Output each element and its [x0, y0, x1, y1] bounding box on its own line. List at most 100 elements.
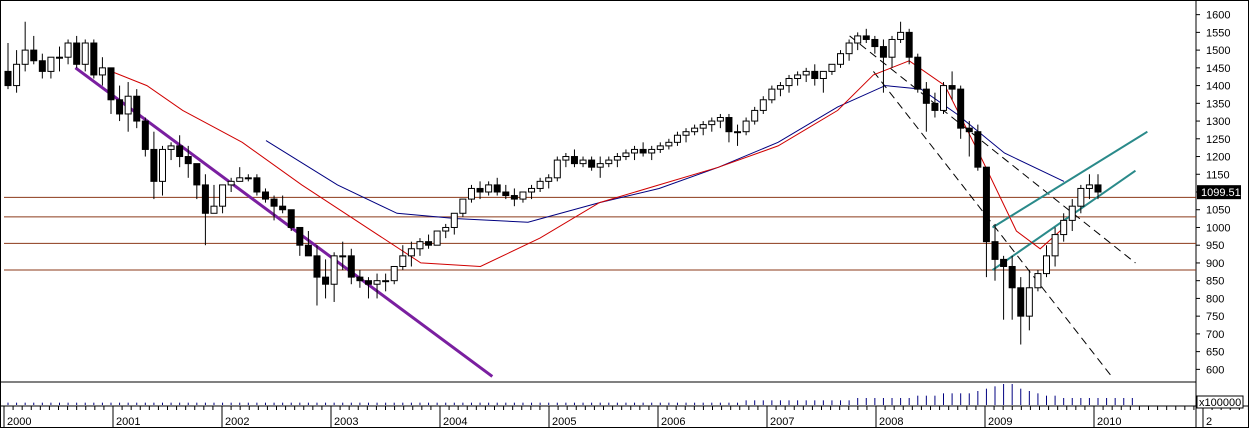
candle-body [64, 42, 72, 58]
candle-body [1034, 273, 1042, 289]
y-tick-label: 1050 [1206, 205, 1230, 217]
candle-body [407, 248, 415, 257]
x-tick-label: 2000 [7, 416, 31, 428]
candle [133, 89, 141, 129]
candle [691, 124, 699, 136]
candle [562, 152, 570, 168]
candle [596, 156, 604, 178]
candle [897, 21, 905, 44]
candle-body [768, 88, 776, 101]
candle-body [270, 198, 278, 207]
candle [940, 82, 948, 114]
candle [622, 149, 630, 161]
candle-body [1068, 205, 1076, 221]
candle [751, 106, 759, 125]
candle-body [107, 67, 115, 101]
candle [570, 149, 578, 168]
dashed-trendline [873, 71, 1113, 377]
candle-body [905, 31, 913, 58]
candle-body [176, 145, 184, 158]
candle-body [845, 42, 853, 55]
candle-body [613, 156, 621, 161]
candle-body [734, 131, 742, 134]
candle [210, 184, 218, 214]
candle [1034, 270, 1042, 292]
x-axis: 2000 2001 2002 2003 2004 2005 2006 2007 2008 2009… [3, 406, 1249, 428]
candle-body [304, 244, 312, 257]
candle-body [425, 241, 433, 246]
dashed-trendline [849, 35, 1136, 264]
candle [442, 223, 450, 239]
candle-body [1000, 258, 1008, 267]
price-channel [991, 130, 1148, 271]
candle [1000, 255, 1008, 320]
candle [1068, 199, 1076, 232]
candle-body [596, 163, 604, 168]
candle-body [965, 127, 973, 133]
candle-body [167, 145, 175, 150]
volume-scale-text: x100000 [1199, 397, 1241, 409]
candle [1060, 213, 1068, 242]
x-tick-label: 2008 [879, 416, 903, 428]
candle [201, 174, 209, 246]
candle-body [914, 56, 922, 90]
candle-body [21, 49, 29, 65]
candle-body [399, 255, 407, 267]
candle-body [133, 95, 141, 122]
candle [734, 124, 742, 146]
candle [1008, 255, 1016, 320]
candle [467, 184, 475, 203]
candle [296, 226, 304, 256]
candle [905, 28, 913, 65]
candle [73, 35, 81, 68]
x-tick-label: 2005 [552, 416, 576, 428]
candle-body [665, 141, 673, 147]
candle-body [330, 255, 338, 285]
candle [991, 223, 999, 281]
candle [656, 142, 664, 153]
candle-body [862, 35, 870, 40]
candle [450, 212, 458, 235]
x-tick-label: 2009 [988, 416, 1012, 428]
candle [845, 39, 853, 61]
candle [270, 195, 278, 221]
candle [279, 195, 287, 214]
candle-body [691, 127, 699, 133]
candle-body [219, 184, 227, 207]
candle [55, 46, 63, 72]
candle [768, 85, 776, 104]
candle [922, 82, 930, 132]
candle-body [751, 109, 759, 122]
candle [553, 156, 561, 182]
candle-body [519, 191, 527, 200]
moving-averages [111, 60, 1065, 268]
candle-body [982, 166, 990, 243]
candle [158, 145, 166, 196]
candle [347, 248, 355, 285]
x-tick-label: 2006 [661, 416, 685, 428]
candle-body [210, 205, 218, 214]
candle-body [476, 187, 484, 193]
candle [184, 145, 192, 178]
candle-body [1051, 234, 1059, 257]
last-price-badge: 1099.51 [1197, 185, 1241, 200]
candle-body [605, 159, 613, 165]
candle-body [124, 95, 132, 115]
candle [510, 188, 518, 207]
candle-body [73, 42, 81, 65]
candle-body [562, 156, 570, 161]
candle [141, 117, 149, 157]
candle [287, 209, 295, 232]
candle [914, 53, 922, 93]
candle-body [682, 131, 690, 136]
candle [519, 191, 527, 203]
candle [356, 270, 364, 288]
candle [416, 238, 424, 256]
channel-line [992, 130, 1148, 229]
candle [4, 43, 12, 90]
candle-body [90, 42, 98, 76]
candle-body [828, 63, 836, 72]
candle-body [1094, 184, 1102, 193]
